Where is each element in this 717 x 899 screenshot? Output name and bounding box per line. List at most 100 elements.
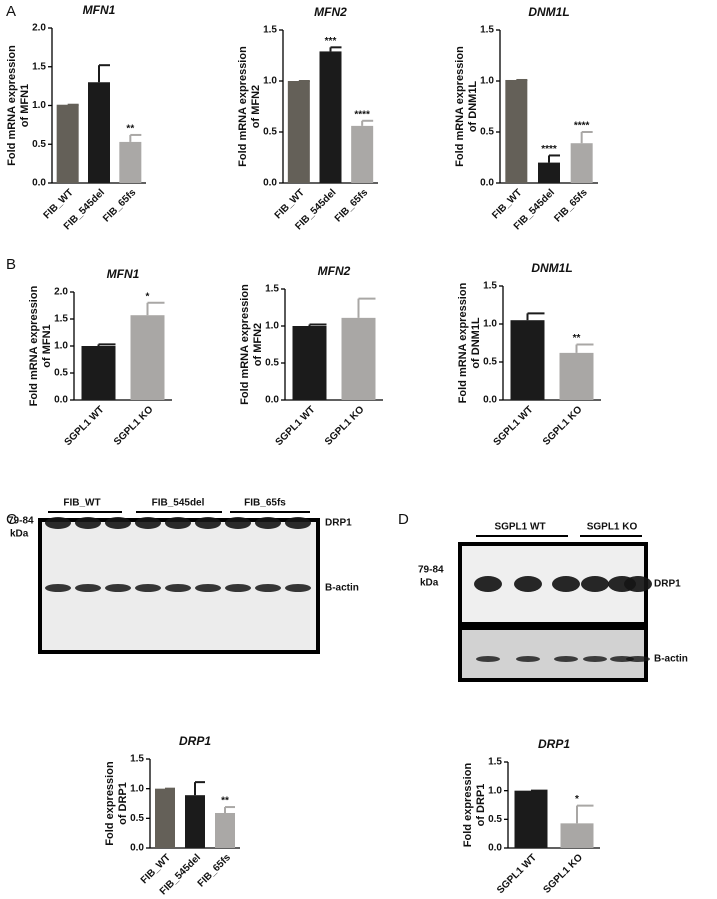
chart-title: MFN2 (314, 5, 347, 19)
western-blot: SGPL1 WT SGPL1 KO DRP1 B-actin 79-84 kDa (418, 522, 688, 682)
error-bar (526, 312, 545, 321)
y-tick-label: 1.5 (480, 25, 494, 36)
bar (559, 352, 594, 400)
error-bar (97, 343, 116, 346)
bar (341, 317, 376, 400)
bar (570, 143, 593, 183)
band-label: DRP1 (325, 518, 352, 529)
bar (351, 125, 374, 183)
bar (514, 790, 548, 848)
y-tick-label: 2.0 (32, 23, 46, 34)
significance: ** (573, 333, 581, 344)
y-tick-label: 2.0 (54, 287, 68, 298)
y-tick-label: 1.0 (130, 783, 144, 794)
bar (215, 812, 235, 848)
error-bar (224, 806, 235, 813)
band (105, 517, 131, 529)
panel-label: B (6, 256, 16, 273)
chart-title: DNM1L (531, 261, 572, 275)
significance: **** (574, 121, 590, 132)
band-label: B-actin (654, 654, 688, 665)
band (45, 584, 71, 592)
significance: * (146, 291, 150, 302)
y-axis-label: Fold mRNA expression (237, 46, 249, 167)
marker-size: 79-84 (8, 516, 34, 527)
band (516, 656, 540, 662)
band (552, 576, 580, 592)
y-tick-label: 0.0 (480, 178, 494, 189)
band (474, 576, 502, 592)
band (626, 656, 650, 662)
y-tick-label: 0.0 (130, 843, 144, 854)
band-label: DRP1 (654, 579, 681, 590)
band (554, 656, 578, 662)
bar (510, 320, 545, 400)
y-tick-label: 0.0 (263, 178, 277, 189)
bar (538, 162, 560, 183)
y-tick-label: 0.5 (54, 368, 68, 379)
significance: ** (126, 124, 134, 135)
band (514, 576, 542, 592)
error-bar (308, 323, 327, 326)
error-bar (575, 343, 594, 353)
y-axis-label: Fold expression (462, 763, 474, 848)
marker-unit: kDa (420, 578, 439, 589)
band (195, 584, 221, 592)
panel-label: C (6, 511, 17, 528)
y-tick-label: 1.5 (483, 281, 497, 292)
significance: **** (354, 109, 370, 120)
band (135, 584, 161, 592)
error-bar (129, 133, 142, 142)
blot-frame (458, 626, 648, 682)
y-tick-label: 0.0 (483, 395, 497, 406)
band (75, 584, 101, 592)
bar (56, 104, 79, 183)
chart-title: MFN1 (107, 267, 140, 281)
lane-group-label: FIB_WT (63, 498, 100, 509)
band (285, 584, 311, 592)
band-label: B-actin (325, 583, 359, 594)
bar (505, 79, 528, 183)
marker-unit: kDa (10, 529, 29, 540)
error-bar (329, 46, 342, 52)
y-tick-label: 0.0 (265, 395, 279, 406)
y-tick-label: 1.0 (265, 321, 279, 332)
lane-group-label: SGPL1 WT (494, 522, 545, 533)
band (583, 656, 607, 662)
y-axis-label: of DRP1 (475, 784, 487, 827)
y-axis-label: of MFN1 (41, 324, 53, 367)
error-bar (580, 131, 593, 144)
y-axis-label: Fold expression (104, 761, 116, 846)
bar (287, 81, 310, 183)
y-tick-label: 1.0 (480, 76, 494, 87)
y-axis-label: of DNM1L (470, 317, 482, 369)
band (624, 576, 652, 592)
chart-title: MFN2 (318, 264, 351, 278)
bar (81, 346, 116, 400)
y-axis-label: of MFN2 (250, 85, 262, 128)
error-bar (146, 301, 165, 316)
band (195, 517, 221, 529)
band (75, 517, 101, 529)
chart-title: DNM1L (528, 5, 569, 19)
y-tick-label: 1.5 (54, 314, 68, 325)
lane-group-label: FIB_545del (152, 498, 205, 509)
error-bar (194, 781, 205, 796)
y-tick-label: 0.5 (32, 139, 46, 150)
band (255, 584, 281, 592)
bar (319, 51, 342, 183)
y-tick-label: 0.0 (32, 178, 46, 189)
bar (130, 315, 165, 400)
y-tick-label: 1.0 (32, 100, 46, 111)
bar (155, 788, 175, 848)
error-bar (357, 297, 376, 318)
chart-title: MFN1 (83, 3, 116, 17)
bar (560, 823, 594, 848)
y-tick-label: 0.5 (488, 814, 502, 825)
y-tick-label: 0.5 (483, 357, 497, 368)
error-bar (548, 154, 560, 163)
band (135, 517, 161, 529)
significance: ** (221, 796, 229, 807)
y-tick-label: 1.0 (488, 785, 502, 796)
